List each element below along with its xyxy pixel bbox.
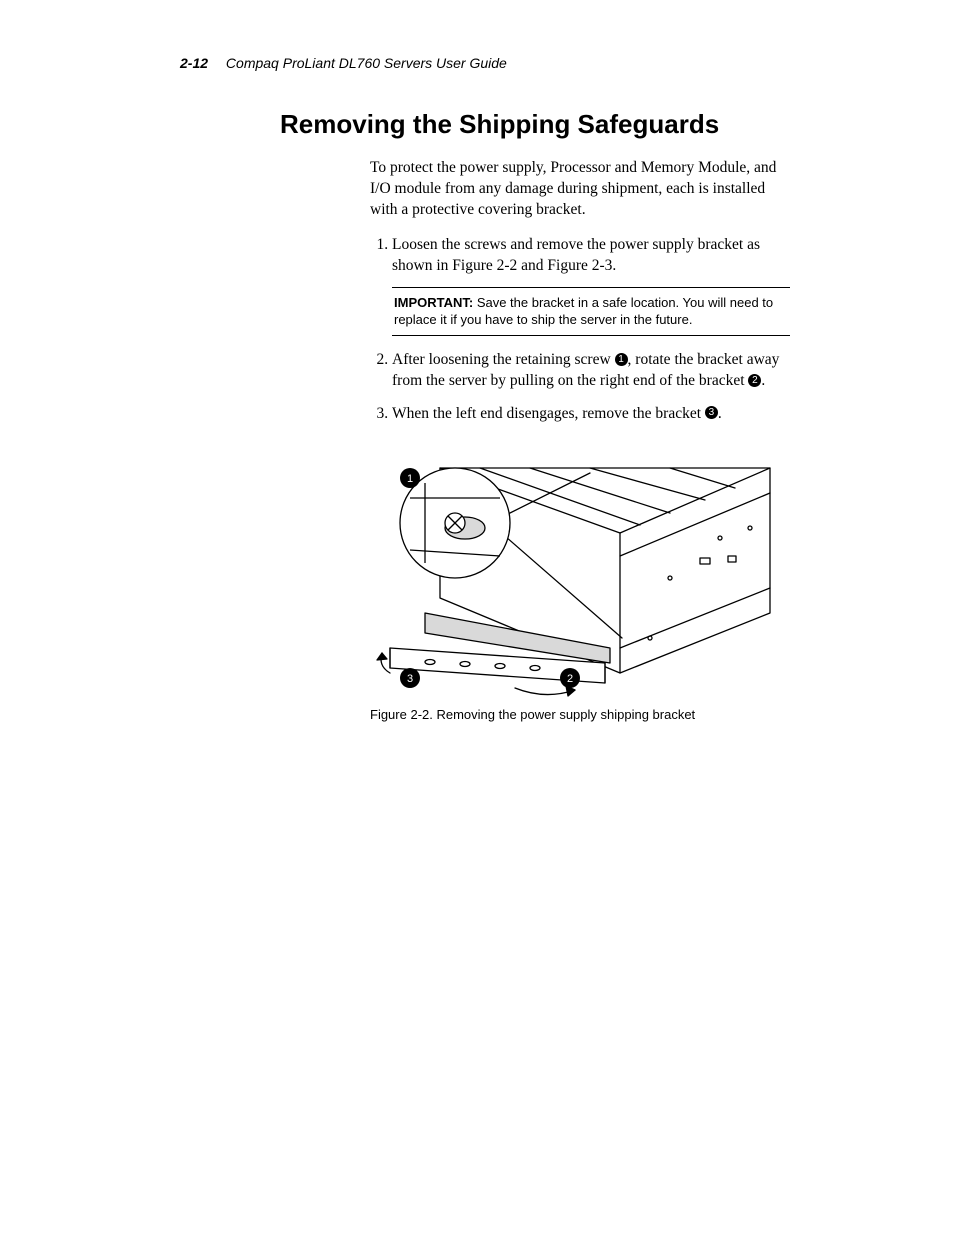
step-1-text: Loosen the screws and remove the power s… — [392, 236, 760, 274]
callout-2-icon: 2 — [748, 374, 761, 387]
step-2-text-a: After loosening the retaining screw — [392, 351, 615, 368]
fig-callout-1: 1 — [407, 473, 413, 485]
step-2-text-c: . — [761, 372, 765, 389]
body-column: To protect the power supply, Processor a… — [370, 158, 790, 724]
doc-title: Compaq ProLiant DL760 Servers User Guide — [226, 55, 507, 71]
page-number: 2-12 — [180, 55, 208, 71]
step-2: After loosening the retaining screw 1, r… — [392, 350, 790, 392]
section-title: Removing the Shipping Safeguards — [280, 109, 864, 140]
intro-paragraph: To protect the power supply, Processor a… — [370, 158, 790, 221]
server-bracket-illustration: 1 2 3 — [370, 438, 790, 698]
step-3: When the left end disengages, remove the… — [392, 404, 790, 425]
step-1: Loosen the screws and remove the power s… — [392, 235, 790, 336]
page: 2-12 Compaq ProLiant DL760 Servers User … — [0, 0, 954, 1235]
step-3-text-a: When the left end disengages, remove the… — [392, 405, 705, 422]
important-note: IMPORTANT: Save the bracket in a safe lo… — [392, 287, 790, 336]
fig-callout-2: 2 — [567, 673, 573, 685]
callout-1-icon: 1 — [615, 353, 628, 366]
callout-3-icon: 3 — [705, 406, 718, 419]
step-3-text-b: . — [718, 405, 722, 422]
step-list: Loosen the screws and remove the power s… — [370, 235, 790, 425]
figure-caption: Figure 2-2. Removing the power supply sh… — [370, 706, 790, 724]
running-header: 2-12 Compaq ProLiant DL760 Servers User … — [180, 55, 864, 71]
fig-callout-3: 3 — [407, 673, 413, 685]
figure-2-2: 1 2 3 Figure 2-2. Removing the power sup… — [370, 438, 790, 724]
note-label: IMPORTANT: — [394, 295, 473, 310]
